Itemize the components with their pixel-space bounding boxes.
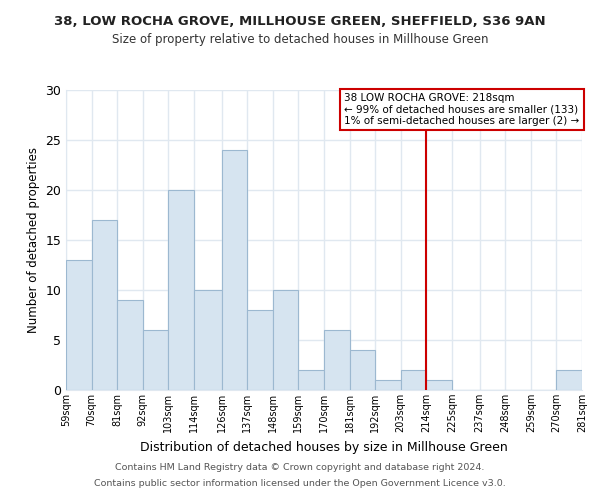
Bar [556,370,582,390]
Bar [92,220,117,390]
Text: 38, LOW ROCHA GROVE, MILLHOUSE GREEN, SHEFFIELD, S36 9AN: 38, LOW ROCHA GROVE, MILLHOUSE GREEN, SH… [54,15,546,28]
Text: Size of property relative to detached houses in Millhouse Green: Size of property relative to detached ho… [112,32,488,46]
X-axis label: Distribution of detached houses by size in Millhouse Green: Distribution of detached houses by size … [140,440,508,454]
Bar [194,290,222,390]
Bar [324,330,350,390]
Bar [222,150,247,390]
Y-axis label: Number of detached properties: Number of detached properties [27,147,40,333]
Bar [350,350,375,390]
Bar [273,290,298,390]
Bar [66,260,92,390]
Text: Contains public sector information licensed under the Open Government Licence v3: Contains public sector information licen… [94,478,506,488]
Bar [247,310,273,390]
Bar [117,300,143,390]
Text: Contains HM Land Registry data © Crown copyright and database right 2024.: Contains HM Land Registry data © Crown c… [115,464,485,472]
Bar [426,380,452,390]
Bar [375,380,401,390]
Bar [168,190,194,390]
Bar [401,370,426,390]
Text: 38 LOW ROCHA GROVE: 218sqm
← 99% of detached houses are smaller (133)
1% of semi: 38 LOW ROCHA GROVE: 218sqm ← 99% of deta… [344,93,580,126]
Bar [298,370,324,390]
Bar [143,330,168,390]
